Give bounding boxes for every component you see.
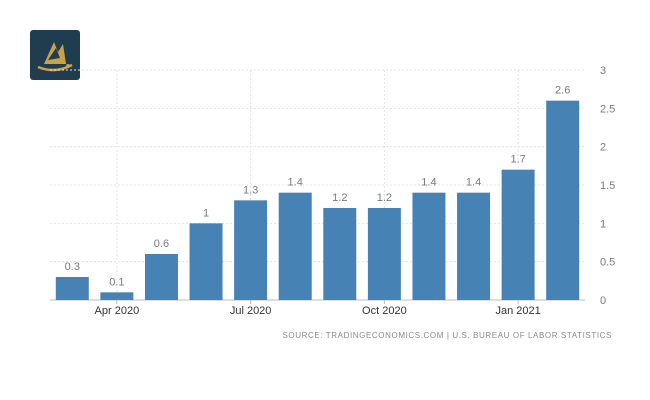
bar[interactable] xyxy=(457,192,491,300)
bar[interactable] xyxy=(278,192,312,300)
x-axis-ticks: Apr 2020 Jul 2020 Oct 2020 Jan 2021 xyxy=(95,305,541,317)
chart-value-labels: 0.3 0.1 0.6 1 1.3 1.4 1.2 1.2 1.4 1.4 1.7 2.6 xyxy=(65,85,571,289)
x-tick-label: Jul 2020 xyxy=(230,305,272,317)
y-tick-label: 0 xyxy=(600,295,606,307)
bar-value-label: 1.4 xyxy=(421,177,436,189)
y-tick-label: 0.5 xyxy=(600,257,615,269)
bar-value-label: 0.1 xyxy=(109,276,124,288)
y-tick-label: 2.5 xyxy=(600,103,615,115)
bar[interactable] xyxy=(144,254,178,300)
bar[interactable] xyxy=(546,100,580,301)
bar-value-label: 1.4 xyxy=(288,177,303,189)
bar-value-label: 1.2 xyxy=(332,192,347,204)
bar[interactable] xyxy=(189,223,223,300)
y-tick-label: 2 xyxy=(600,142,606,154)
bar[interactable] xyxy=(367,208,401,300)
bar-value-label: 0.3 xyxy=(65,261,80,273)
chart-bars xyxy=(55,100,580,301)
bar[interactable] xyxy=(234,200,268,300)
bar[interactable] xyxy=(55,277,89,300)
y-axis-ticks: 0 0.5 1 1.5 2 2.5 3 xyxy=(600,65,615,307)
source-note: SOURCE: TRADINGECONOMICS.COM | U.S. BURE… xyxy=(282,331,612,340)
y-tick-label: 1 xyxy=(600,218,606,230)
bar-value-label: 1 xyxy=(203,207,209,219)
brand-logo xyxy=(30,30,80,80)
y-tick-label: 1.5 xyxy=(600,180,615,192)
y-tick-label: 3 xyxy=(600,65,606,77)
bar-value-label: 2.6 xyxy=(555,85,570,97)
bar[interactable] xyxy=(323,208,357,300)
chart-grid xyxy=(50,69,585,304)
bar[interactable] xyxy=(100,292,134,300)
x-tick-label: Jan 2021 xyxy=(495,305,540,317)
bar-value-label: 1.3 xyxy=(243,184,258,196)
bar-value-label: 0.6 xyxy=(154,238,169,250)
bar[interactable] xyxy=(501,169,535,300)
bar-value-label: 1.2 xyxy=(377,192,392,204)
bar[interactable] xyxy=(412,192,446,300)
bar-value-label: 1.4 xyxy=(466,177,481,189)
x-tick-label: Apr 2020 xyxy=(95,305,140,317)
bar-value-label: 1.7 xyxy=(510,154,525,166)
x-tick-label: Oct 2020 xyxy=(362,305,407,317)
